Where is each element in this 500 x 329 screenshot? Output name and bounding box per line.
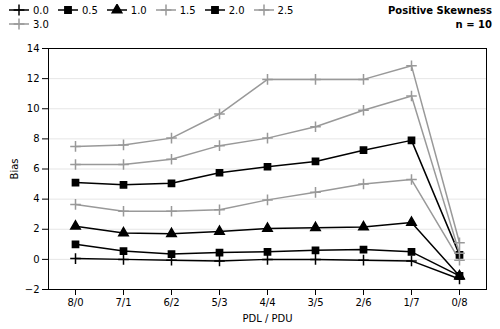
- svg-text:3/5: 3/5: [307, 297, 323, 308]
- svg-text:7/1: 7/1: [115, 297, 131, 308]
- html-text:1.5: 1.5: [179, 4, 196, 16]
- html-text:1.0: 1.0: [130, 4, 147, 16]
- svg-text:12: 12: [27, 73, 40, 84]
- html-text:n = 10: n = 10: [455, 19, 492, 30]
- svg-text:0: 0: [33, 254, 39, 265]
- svg-text:8/0: 8/0: [67, 297, 83, 308]
- svg-text:8: 8: [33, 133, 39, 144]
- svg-text:4/4: 4/4: [259, 297, 275, 308]
- svg-text:10: 10: [27, 103, 40, 114]
- html-text:2.5: 2.5: [277, 4, 294, 16]
- svg-text:PDL / PDU: PDL / PDU: [242, 313, 292, 324]
- html-text:2.0: 2.0: [228, 4, 245, 16]
- svg-text:6/2: 6/2: [163, 297, 179, 308]
- svg-text:5/3: 5/3: [211, 297, 227, 308]
- svg-text:−2: −2: [25, 284, 40, 295]
- svg-text:6: 6: [33, 163, 39, 174]
- svg-text:14: 14: [27, 43, 40, 54]
- svg-text:4: 4: [33, 193, 39, 204]
- svg-text:0/8: 0/8: [451, 297, 467, 308]
- html-text:0.0: 0.0: [33, 4, 49, 16]
- html-text:3.0: 3.0: [33, 18, 49, 30]
- svg-text:2/6: 2/6: [355, 297, 371, 308]
- svg-text:1/7: 1/7: [403, 297, 419, 308]
- html-text:Positive Skewness: Positive Skewness: [388, 5, 492, 16]
- html-text:0.5: 0.5: [81, 4, 98, 16]
- svg-text:2: 2: [33, 223, 39, 234]
- svg-text:Bias: Bias: [9, 159, 20, 180]
